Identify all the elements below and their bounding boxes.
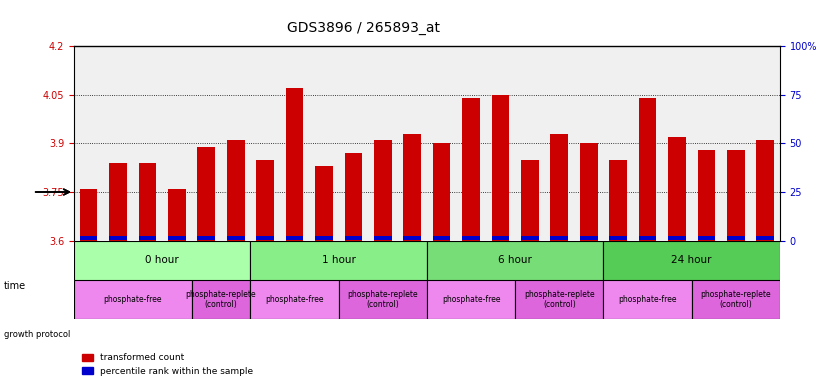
Bar (315, 236, 333, 240)
Bar (462, 98, 479, 241)
FancyBboxPatch shape (250, 241, 427, 280)
FancyBboxPatch shape (250, 280, 338, 319)
Text: phosphate-replete
(control): phosphate-replete (control) (186, 290, 256, 309)
Bar (609, 236, 627, 240)
Bar (168, 189, 186, 241)
Bar (433, 236, 451, 240)
Bar (550, 134, 568, 241)
FancyBboxPatch shape (603, 241, 780, 280)
Bar (580, 236, 598, 240)
Bar (668, 137, 686, 241)
FancyBboxPatch shape (191, 280, 250, 319)
Bar (197, 236, 215, 240)
FancyBboxPatch shape (427, 280, 516, 319)
FancyBboxPatch shape (74, 241, 250, 280)
Bar (256, 160, 274, 241)
Bar (403, 134, 421, 241)
Bar (668, 236, 686, 240)
Bar (168, 236, 186, 240)
Bar (80, 189, 98, 241)
Bar (139, 163, 156, 241)
FancyBboxPatch shape (427, 241, 603, 280)
Bar (756, 140, 774, 241)
Bar (639, 236, 657, 240)
Bar (639, 98, 657, 241)
Bar (433, 144, 451, 241)
Bar (315, 166, 333, 241)
Bar (521, 236, 539, 240)
Bar (727, 236, 745, 240)
Bar (197, 147, 215, 241)
Legend: transformed count, percentile rank within the sample: transformed count, percentile rank withi… (78, 350, 257, 379)
Bar (256, 236, 274, 240)
FancyBboxPatch shape (338, 280, 427, 319)
Bar (374, 140, 392, 241)
FancyBboxPatch shape (74, 280, 191, 319)
Bar (286, 236, 304, 240)
Bar (109, 163, 126, 241)
Bar (550, 236, 568, 240)
Text: growth protocol: growth protocol (4, 329, 71, 339)
Bar (374, 236, 392, 240)
FancyBboxPatch shape (516, 280, 603, 319)
Bar (492, 95, 509, 241)
Text: 6 hour: 6 hour (498, 255, 532, 265)
Text: 24 hour: 24 hour (672, 255, 712, 265)
Bar (345, 236, 362, 240)
Text: time: time (4, 281, 26, 291)
Bar (727, 150, 745, 241)
Text: phosphate-free: phosphate-free (265, 295, 323, 304)
Bar (286, 88, 304, 241)
Bar (756, 236, 774, 240)
Bar (580, 144, 598, 241)
Text: GDS3896 / 265893_at: GDS3896 / 265893_at (287, 21, 440, 35)
Bar (698, 150, 715, 241)
Text: phosphate-replete
(control): phosphate-replete (control) (347, 290, 418, 309)
Text: 0 hour: 0 hour (145, 255, 179, 265)
Bar (403, 236, 421, 240)
Text: phosphate-free: phosphate-free (103, 295, 162, 304)
Text: phosphate-replete
(control): phosphate-replete (control) (524, 290, 594, 309)
Bar (521, 160, 539, 241)
Bar (139, 236, 156, 240)
Bar (345, 153, 362, 241)
Bar (492, 236, 509, 240)
Text: 1 hour: 1 hour (322, 255, 355, 265)
FancyBboxPatch shape (603, 280, 692, 319)
Bar (609, 160, 627, 241)
FancyBboxPatch shape (692, 280, 780, 319)
Text: phosphate-free: phosphate-free (442, 295, 500, 304)
Bar (109, 236, 126, 240)
Bar (227, 140, 245, 241)
Bar (698, 236, 715, 240)
Text: phosphate-replete
(control): phosphate-replete (control) (700, 290, 771, 309)
Text: phosphate-free: phosphate-free (618, 295, 677, 304)
Bar (227, 236, 245, 240)
Bar (462, 236, 479, 240)
Bar (80, 236, 98, 240)
